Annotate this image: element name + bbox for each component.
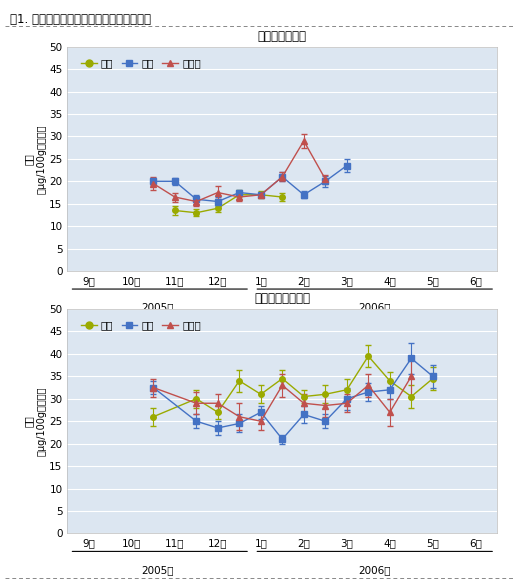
Legend: 芽室, 帯広, 女満別: 芽室, 帯広, 女満別 [77, 54, 205, 72]
Text: 図1. ジャガイモ貯蔵中の葉酸含有量の推移: 図1. ジャガイモ貯蔵中の葉酸含有量の推移 [10, 13, 151, 26]
Legend: 芙渓, 帯広, 女満別: 芙渓, 帯広, 女満別 [77, 317, 205, 335]
Text: 2006年: 2006年 [358, 303, 391, 312]
Y-axis label: 葉酸
（μg/100g・湿重）: 葉酸 （μg/100g・湿重） [24, 124, 47, 194]
Text: 2005年: 2005年 [141, 303, 174, 312]
Title: 品種：トヨシロ: 品種：トヨシロ [258, 30, 307, 43]
Text: 2005年: 2005年 [141, 565, 174, 575]
Y-axis label: 葉酸
（μg/100g・湿重）: 葉酸 （μg/100g・湿重） [24, 387, 47, 456]
Title: 品種：スノーデン: 品種：スノーデン [254, 292, 310, 305]
Text: 2006年: 2006年 [358, 565, 391, 575]
